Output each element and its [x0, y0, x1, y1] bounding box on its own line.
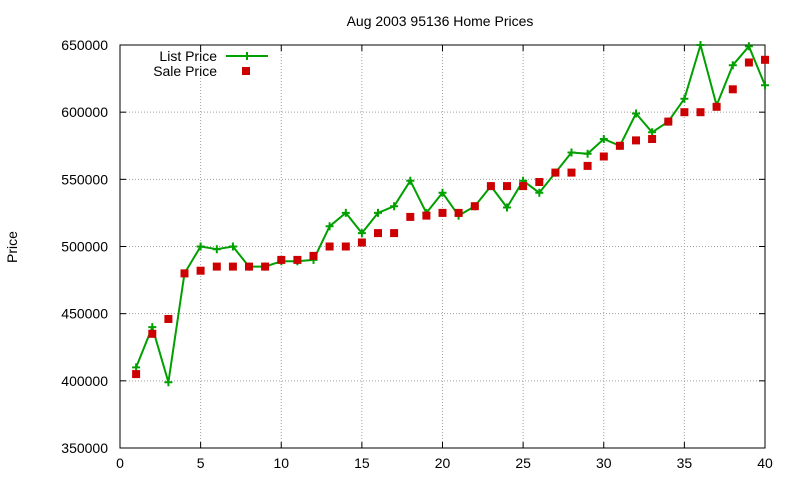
data-point-sale-price [357, 238, 366, 247]
data-point-list-price [357, 229, 366, 238]
data-point-sale-price [148, 329, 157, 338]
y-tick-label: 650000 [61, 37, 108, 53]
data-point-list-price [728, 61, 737, 70]
data-point-sale-price [196, 266, 205, 275]
data-point-list-price [680, 94, 689, 103]
data-point-list-price [599, 135, 608, 143]
data-point-sale-price [648, 135, 657, 143]
data-point-list-price [744, 42, 753, 51]
data-point-list-price [325, 222, 334, 231]
data-point-sale-price [503, 182, 511, 191]
x-tick-label: 25 [515, 455, 531, 471]
data-point-sale-price [696, 108, 705, 117]
data-point-sale-price [438, 208, 447, 217]
data-point-sale-price [374, 229, 382, 238]
series-line-list-price [135, 44, 766, 384]
data-point-sale-price [212, 262, 221, 271]
data-point-list-price [164, 378, 173, 387]
legend-marker-sale-price [242, 67, 250, 75]
x-tick-label: 0 [116, 455, 124, 471]
data-point-sale-price [245, 262, 253, 271]
x-tick-label: 20 [435, 455, 451, 471]
data-point-sale-price [261, 262, 270, 271]
data-point-sale-price [325, 242, 334, 251]
data-point-list-price [632, 109, 640, 118]
y-tick-label: 600000 [61, 104, 108, 120]
data-point-sale-price [470, 202, 479, 211]
data-point-sale-price [535, 178, 544, 186]
data-point-list-price [341, 208, 350, 217]
data-point-sale-price [422, 211, 431, 220]
data-point-sale-price [228, 262, 237, 271]
data-point-list-price [535, 188, 544, 197]
data-point-list-price [148, 323, 157, 332]
data-point-list-price [228, 242, 237, 251]
y-tick-label: 450000 [61, 306, 108, 322]
data-point-sale-price [309, 251, 318, 260]
x-tick-label: 35 [677, 455, 693, 471]
data-point-list-price [761, 81, 769, 90]
x-tick-label: 5 [197, 455, 205, 471]
legend-label-sale-price: Sale Price [153, 63, 217, 79]
axis-ticks: 0 5 10 15 20 25 30 35 40 350000 400000 450000 500000… [61, 37, 773, 471]
data-point-list-price [438, 188, 447, 197]
data-point-sale-price [390, 229, 399, 238]
data-point-sale-price [615, 141, 624, 150]
data-point-sale-price [132, 370, 141, 379]
data-point-list-price [196, 242, 205, 251]
data-point-list-price [648, 128, 657, 137]
data-point-sale-price [567, 168, 576, 177]
chart-title: Aug 2003 95136 Home Prices [347, 13, 534, 29]
data-point-sale-price [664, 117, 673, 126]
data-point-list-price [406, 176, 415, 185]
data-point-sale-price [341, 242, 350, 251]
data-point-sale-price [744, 58, 753, 67]
data-point-sale-price [277, 255, 286, 264]
data-point-sale-price [583, 161, 592, 170]
data-point-sale-price [632, 136, 640, 145]
data-point-sale-price [164, 315, 173, 323]
data-point-list-price [567, 148, 576, 157]
data-point-sale-price [761, 55, 769, 64]
y-tick-label: 400000 [61, 373, 108, 389]
x-tick-label: 30 [596, 455, 612, 471]
data-point-sale-price [406, 212, 415, 221]
legend-label-list-price: List Price [159, 48, 217, 64]
y-tick-label: 500000 [61, 239, 108, 255]
y-axis-title: Price [4, 231, 20, 263]
x-tick-label: 10 [273, 455, 289, 471]
data-point-sale-price [551, 168, 560, 177]
data-point-list-price [503, 203, 511, 212]
data-point-list-price [212, 245, 221, 254]
x-tick-label: 40 [757, 455, 773, 471]
data-point-sale-price [293, 255, 302, 264]
legend-marker-list-price [243, 52, 251, 60]
x-tick-label: 15 [354, 455, 370, 471]
y-tick-label: 550000 [61, 171, 108, 187]
data-point-sale-price [712, 102, 721, 111]
data-point-sale-price [180, 269, 189, 278]
data-point-sale-price [486, 182, 495, 191]
data-point-sale-price [599, 152, 608, 161]
data-point-sale-price [728, 85, 737, 94]
data-point-list-price [374, 208, 382, 217]
data-point-list-price [132, 363, 141, 372]
y-tick-label: 350000 [61, 440, 108, 456]
data-point-list-price [390, 202, 399, 211]
data-point-sale-price [519, 182, 528, 191]
data-point-sale-price [680, 108, 689, 117]
legend: List Price Sale Price [153, 48, 268, 79]
data-point-list-price [696, 41, 705, 49]
data-point-list-price [583, 149, 592, 158]
series [132, 41, 769, 387]
data-point-sale-price [454, 208, 463, 217]
